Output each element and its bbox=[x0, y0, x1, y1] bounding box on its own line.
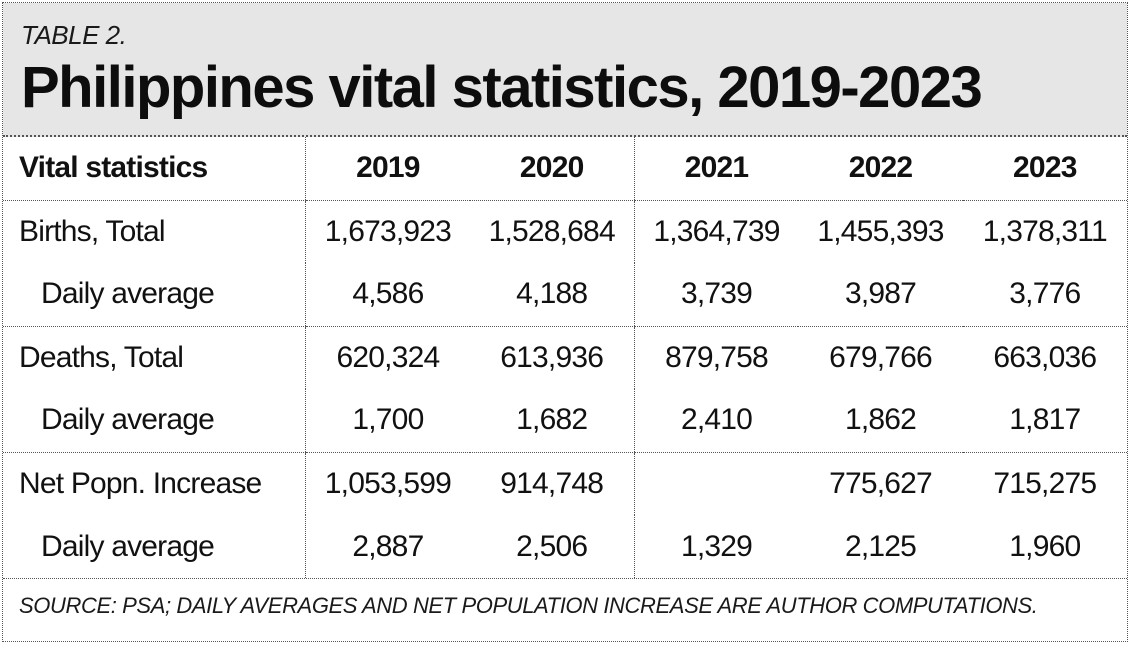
table-cell: 1,817 bbox=[962, 389, 1127, 453]
table-cell: 1,960 bbox=[1009, 529, 1081, 563]
table-cell: 679,766 bbox=[829, 340, 933, 374]
table-row: Net Popn. Increase 1,053,599 914,748 775… bbox=[3, 452, 1127, 515]
table-cell: 4,188 bbox=[469, 263, 635, 327]
table-cell: 620,324 bbox=[305, 326, 470, 389]
table-cell: 613,936 bbox=[500, 340, 604, 374]
table-row: Daily average 1,700 1,682 2,410 1,862 1,… bbox=[3, 389, 1127, 453]
table-cell: 4,586 bbox=[305, 263, 470, 327]
table-cell: 1,364,739 bbox=[633, 200, 799, 263]
table-title: Philippines vital statistics, 2019-2023 bbox=[21, 55, 983, 120]
table-cell: 3,739 bbox=[633, 263, 799, 327]
table-cell: 1,700 bbox=[305, 389, 470, 453]
table-cell: 1,673,923 bbox=[305, 200, 470, 263]
row-label: Daily average bbox=[3, 263, 306, 327]
table-row: Daily average 4,586 4,188 3,739 3,987 3,… bbox=[3, 263, 1127, 327]
table-cell: 3,776 bbox=[962, 263, 1127, 327]
column-header-2020: 2020 bbox=[469, 137, 635, 201]
table-number: TABLE 2. bbox=[21, 20, 127, 50]
row-label: Daily average bbox=[41, 529, 215, 563]
vital-statistics-table: Vital statistics 2019 2020 2021 2022 202… bbox=[3, 137, 1127, 578]
table-cell: 1,455,393 bbox=[817, 214, 944, 248]
table-cell: 1,862 bbox=[798, 389, 963, 453]
row-label: Daily average bbox=[3, 389, 306, 453]
row-label: Births, Total bbox=[19, 214, 166, 248]
table-row: Births, Total 1,673,923 1,528,684 1,364,… bbox=[3, 200, 1127, 263]
table-cell: 1,053,599 bbox=[305, 452, 470, 515]
column-header-2021: 2021 bbox=[633, 137, 799, 201]
table-cell: 663,036 bbox=[993, 340, 1097, 374]
table-header-row: Vital statistics 2019 2020 2021 2022 202… bbox=[3, 137, 1127, 201]
table-cell: 1,329 bbox=[633, 515, 799, 578]
source-note: SOURCE: PSA; DAILY AVERAGES AND NET POPU… bbox=[3, 578, 1127, 619]
table-cell: 715,275 bbox=[993, 466, 1097, 500]
row-label: Deaths, Total bbox=[19, 340, 184, 374]
table-cell: 914,748 bbox=[500, 466, 604, 500]
table-header: TABLE 2. Philippines vital statistics, 2… bbox=[3, 3, 1127, 137]
table-row: Deaths, Total 620,324 613,936 879,758 67… bbox=[3, 326, 1127, 389]
table-cell: 879,758 bbox=[633, 326, 799, 389]
column-header-2023: 2023 bbox=[962, 137, 1127, 201]
table-cell: 2,506 bbox=[516, 529, 588, 563]
table-cell: 2,125 bbox=[844, 529, 917, 563]
column-header-2019: 2019 bbox=[305, 137, 470, 201]
column-header-vital-statistics: Vital statistics bbox=[3, 137, 306, 201]
row-label: Net Popn. Increase bbox=[19, 466, 262, 500]
table-cell: 1,682 bbox=[469, 389, 635, 453]
table-cell: 1,378,311 bbox=[982, 214, 1108, 248]
table-cell: 2,887 bbox=[305, 515, 470, 578]
table-row: Daily average 2,887 2,506 1,329 2,125 1,… bbox=[3, 515, 1127, 578]
table-cell: 3,987 bbox=[798, 263, 963, 327]
table-cell: 775,627 bbox=[829, 466, 933, 500]
table-cell bbox=[633, 452, 799, 515]
column-header-2022: 2022 bbox=[798, 137, 963, 201]
table-cell: 2,410 bbox=[633, 389, 799, 453]
table-cell: 1,528,684 bbox=[488, 214, 616, 248]
